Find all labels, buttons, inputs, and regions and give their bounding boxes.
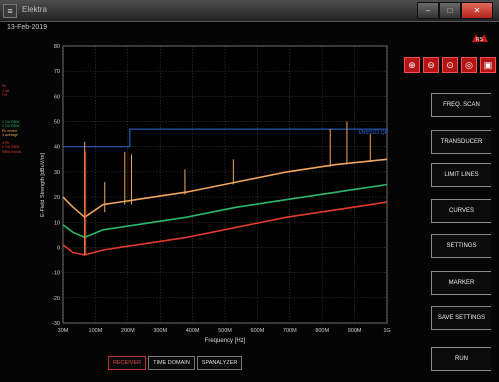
trace-line [62,201,388,256]
curves-button[interactable]: CURVES [431,199,491,223]
legend-entry: 4 Pk [2,140,10,145]
x-tick-label: 900M [348,328,362,334]
y-tick-label: -30 [52,321,60,327]
legend-entry: 5 Trk RBW [2,145,20,149]
x-tick-labels: 30M 100M 200M 300M 400M 500M 600M 700M 800M 900M 1… [58,328,391,334]
zoom-out-button[interactable]: ⊖ [423,57,439,73]
settings-button[interactable]: SETTINGS [431,234,491,258]
zoom-area-button[interactable]: ⊙ [442,57,458,73]
zoom-in-button[interactable]: ⊕ [404,57,420,73]
x-tick-label: 200M [121,328,135,334]
rs-logo: RS [472,34,488,43]
maximize-button[interactable]: □ [439,2,461,19]
x-axis-label: Frequency [Hz] [205,338,246,344]
transducer-button[interactable]: TRANSDUCER [431,130,491,154]
legend-entry: HV [2,93,7,97]
save-settings-button[interactable]: SAVE SETTINGS [431,306,491,330]
y-tick-labels: 80 70 60 50 40 30 20 10 0 -10 -20 -30 [52,44,60,327]
legend-entry: 1 dB [2,88,10,93]
zoom-full-button[interactable]: ▣ [480,57,496,73]
minimize-button[interactable]: – [417,2,439,19]
y-tick-label: 0 [57,245,60,251]
tab-time-domain[interactable]: TIME DOMAIN [148,356,195,370]
limit-line-label: EN55022 QP [359,130,389,136]
window-controls: – □ ✕ [417,2,493,19]
zoom-toolbar: ⊕ ⊖ ⊙ ◎ ▣ [404,57,496,73]
legend-entry: RBW mixed [2,149,21,154]
y-tick-label: 40 [54,145,60,151]
close-icon: ✕ [473,6,481,15]
mode-tabs: RECEIVER TIME DOMAIN SPANALYZER [108,356,244,370]
run-button[interactable]: RUN [431,347,491,371]
x-tick-label: 400M [186,328,200,334]
y-tick-label: 10 [54,220,60,226]
app-icon: ≡ [3,4,17,18]
trace-line [63,128,387,148]
y-tick-label: 30 [54,170,60,176]
y-axis-label: E-Field Strength [dBuV/m] [40,153,46,217]
x-tick-label: 1G [383,328,390,334]
y-tick-label: -10 [52,271,60,277]
y-tick-label: 50 [54,120,60,126]
x-tick-label: 800M [315,328,329,334]
y-tick-label: -20 [52,296,60,302]
trace-line [62,158,388,218]
plot-grid [62,45,388,324]
zoom-reset-button[interactable]: ◎ [461,57,477,73]
title-bar: ≡ Elektra – □ ✕ [0,0,499,22]
x-tick-label: 500M [218,328,232,334]
legend-entry: 2 Trk RBW [2,124,20,128]
zoom-full-icon: ▣ [483,60,493,70]
tab-spanalyzer[interactable]: SPANALYZER [196,356,243,370]
window-title: Elektra [22,5,47,14]
zoom-reset-icon: ◎ [465,60,473,70]
maximize-icon: □ [447,6,453,15]
zoom-out-icon: ⊖ [427,60,435,70]
close-button[interactable]: ✕ [461,2,493,19]
y-tick-label: 20 [54,195,60,201]
y-tick-label: 70 [54,69,60,75]
freq-scan-button[interactable]: FREQ. SCAN [431,93,491,117]
zoom-in-icon: ⊕ [408,60,416,70]
x-tick-label: 700M [283,328,297,334]
y-tick-label: 80 [54,44,60,50]
legend-entry: Pk mixed [2,128,17,133]
legend-entry: 1 Trk RBW [2,119,20,124]
tab-receiver[interactable]: RECEIVER [108,356,147,370]
logo-text: RS [476,37,484,43]
date-label: 13-Feb-2019 [7,24,48,31]
limit-lines-button[interactable]: LIMIT LINES [431,163,491,187]
trace-legend: Pk 1 dB HV 1 Trk RBW 2 Trk RBW Pk mixed … [2,84,32,154]
x-tick-label: 30M [58,328,69,334]
x-tick-label: 600M [251,328,265,334]
x-tick-label: 100M [89,328,103,334]
x-tick-label: 300M [153,328,167,334]
y-tick-label: 60 [54,94,60,100]
trace-line [62,183,388,239]
marker-button[interactable]: MARKER [431,271,491,295]
minimize-icon: – [425,6,431,15]
legend-entry: Pk [2,84,7,88]
legend-entry: 3 average [2,133,18,137]
zoom-area-icon: ⊙ [446,60,454,70]
traces [62,121,388,256]
